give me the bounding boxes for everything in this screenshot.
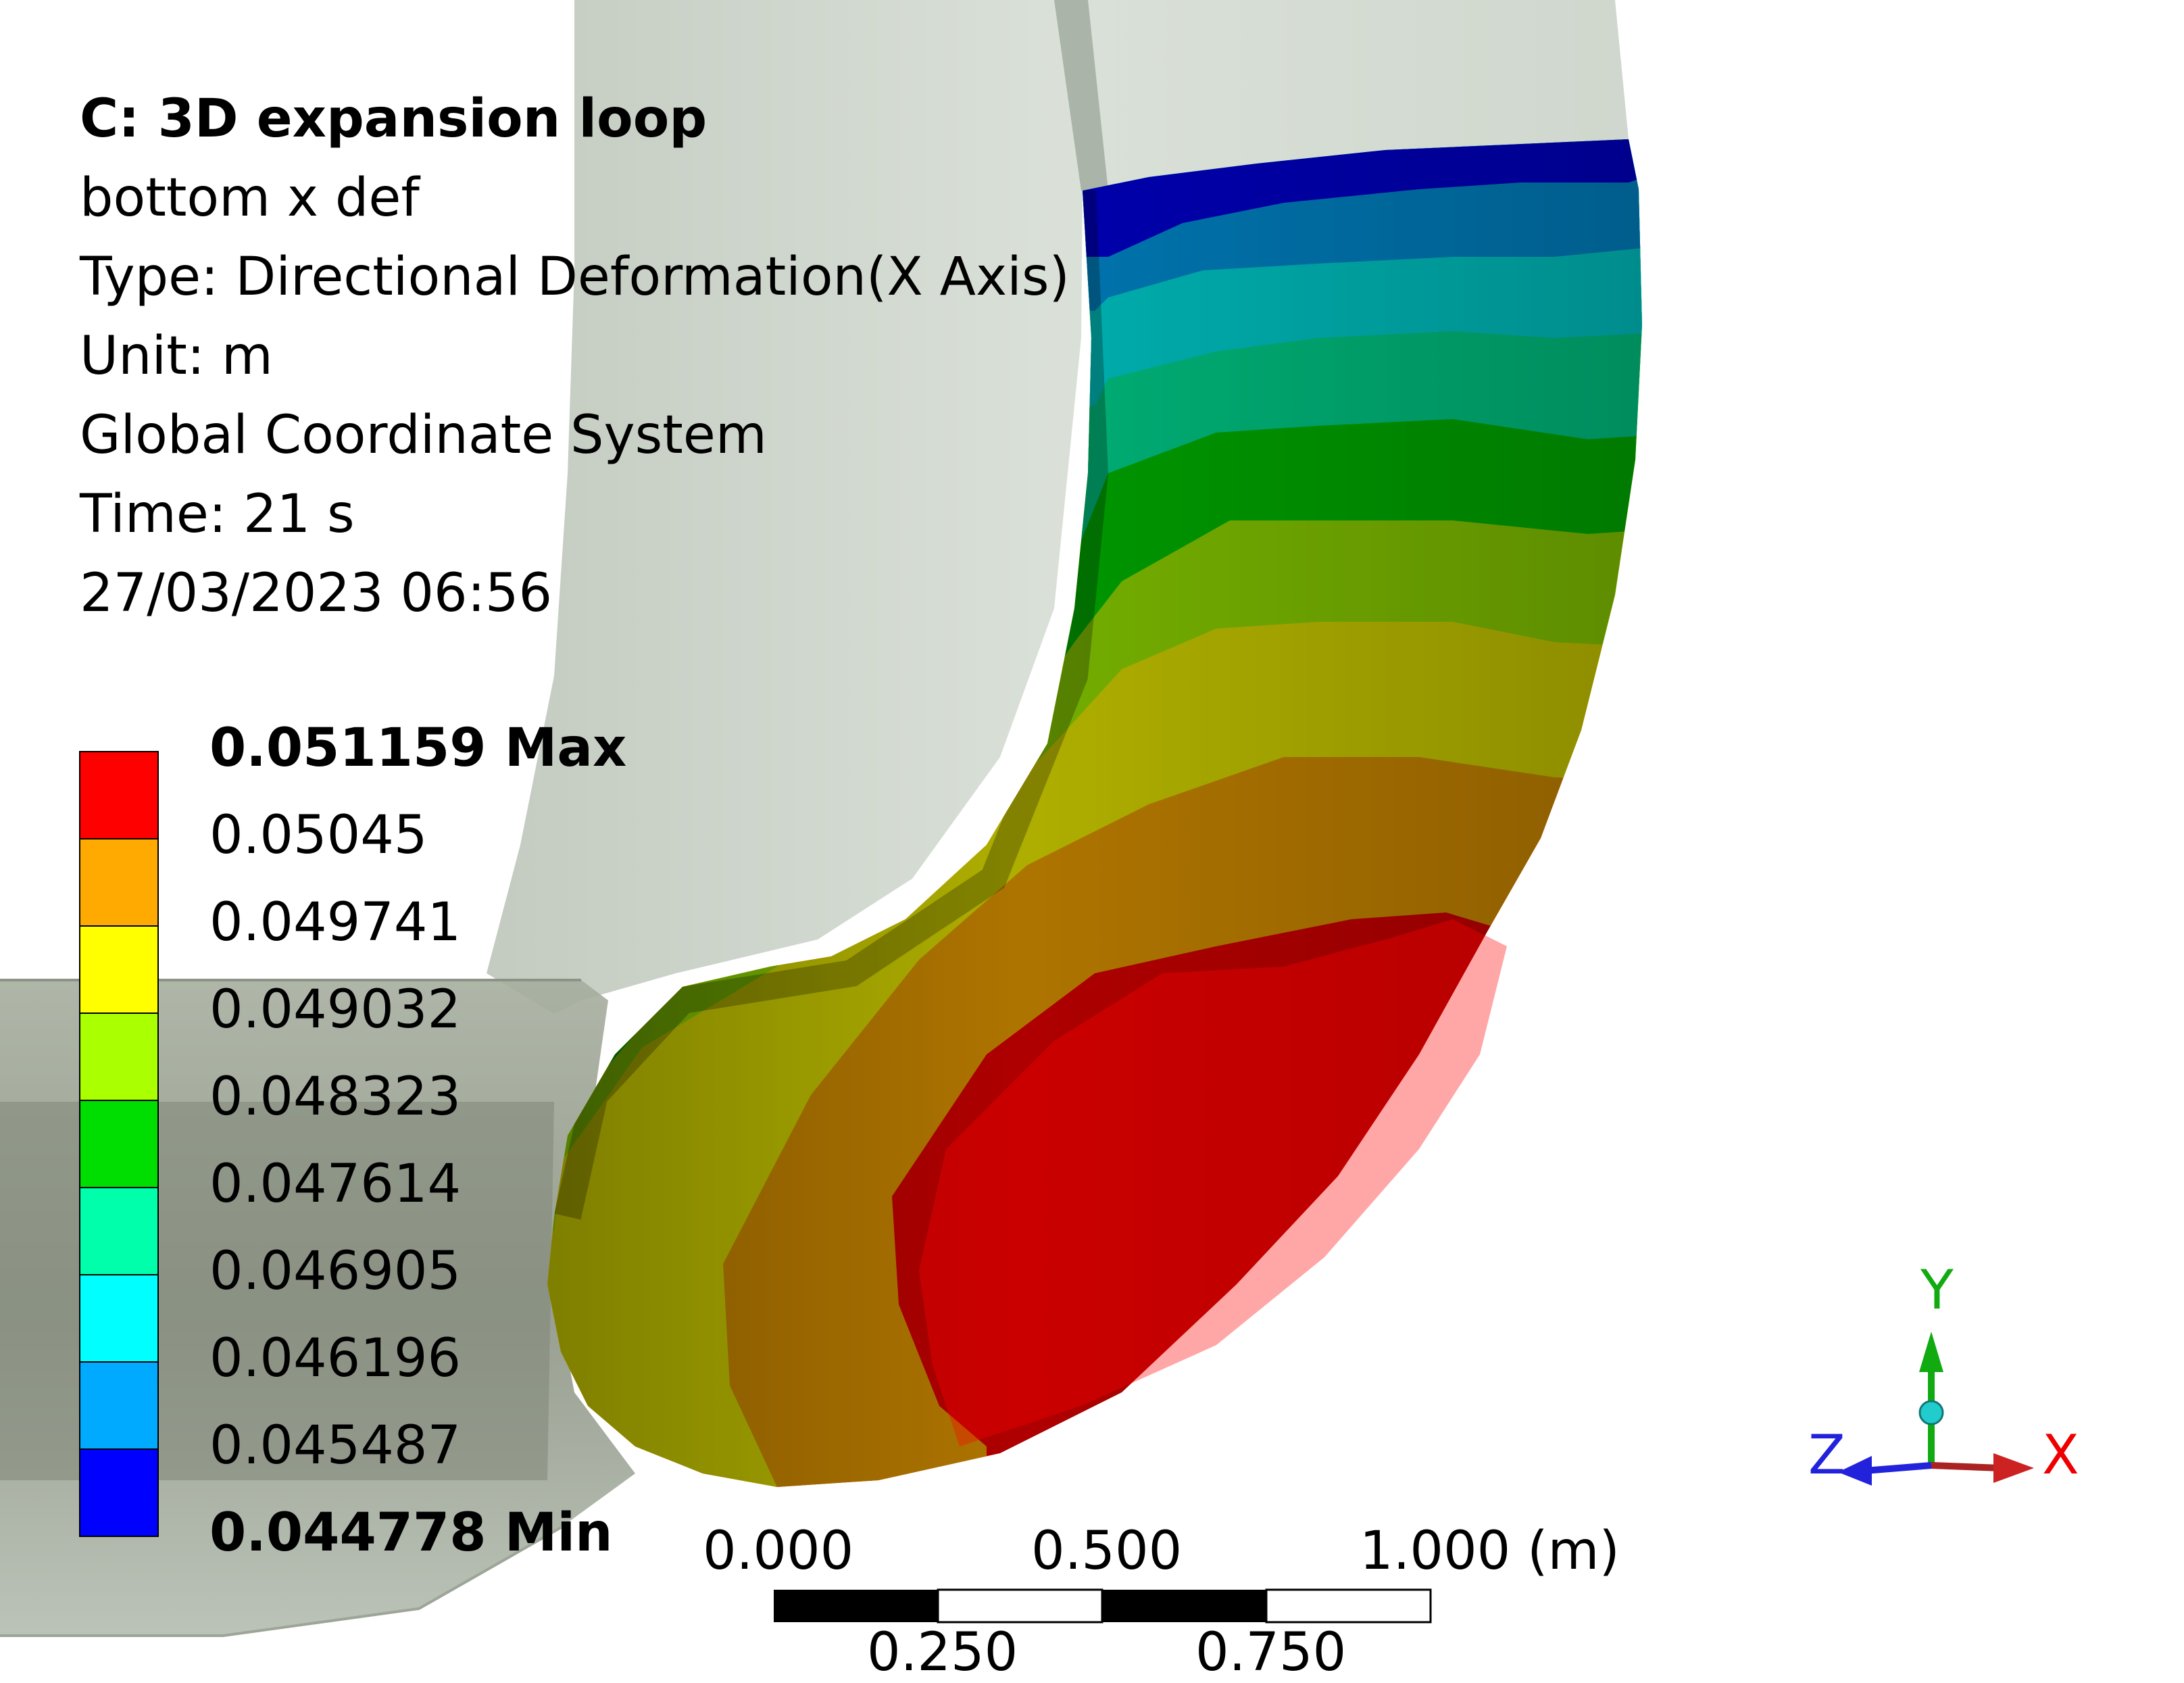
result-unit: Unit: m xyxy=(80,326,273,387)
max-region-highlight xyxy=(919,919,1507,1446)
legend-swatch xyxy=(79,1100,159,1188)
scale-label-750: 0.750 xyxy=(1195,1622,1347,1683)
legend-label: 0.049032 xyxy=(209,979,462,1040)
legend-label: 0.046196 xyxy=(209,1328,462,1389)
legend-label: 0.048323 xyxy=(209,1067,462,1127)
result-timestamp: 27/03/2023 06:56 xyxy=(80,563,553,624)
legend-swatch xyxy=(79,925,159,1014)
scale-bar xyxy=(774,1588,1432,1624)
legend-swatch xyxy=(79,1448,159,1537)
legend-min-label: 0.044778 Min xyxy=(209,1503,613,1563)
legend-swatch xyxy=(79,838,159,927)
result-time: Time: 21 s xyxy=(80,484,355,545)
coordinate-system: Global Coordinate System xyxy=(80,405,767,466)
triad-x-label: X xyxy=(2042,1423,2079,1486)
scale-label-0: 0.000 xyxy=(703,1521,854,1582)
legend-swatch xyxy=(79,1187,159,1275)
legend-swatch xyxy=(79,1013,159,1101)
result-info-block: C: 3D expansion loop bottom x def Type: … xyxy=(80,80,1070,633)
legend-label: 0.046905 xyxy=(209,1241,462,1302)
scale-label-250: 0.250 xyxy=(867,1622,1018,1683)
legend-swatch xyxy=(79,1361,159,1450)
triad-y-label: Y xyxy=(1920,1259,1954,1321)
result-name: bottom x def xyxy=(80,168,420,228)
legend-label: 0.049741 xyxy=(209,892,462,953)
legend-label: 0.045487 xyxy=(209,1415,462,1476)
scale-label-500: 0.500 xyxy=(1031,1521,1183,1582)
legend-label: 0.05045 xyxy=(209,805,428,866)
triad-z-label: Z xyxy=(1808,1423,1845,1486)
scale-label-1000: 1.000 (m) xyxy=(1360,1521,1620,1582)
result-type: Type: Directional Deformation(X Axis) xyxy=(80,247,1070,308)
legend-label: 0.047614 xyxy=(209,1154,462,1215)
elbow-shading xyxy=(547,139,1642,1487)
legend-max-label: 0.051159 Max xyxy=(209,718,627,779)
legend-swatch xyxy=(79,751,159,839)
analysis-title: C: 3D expansion loop xyxy=(80,89,708,149)
legend-swatch xyxy=(79,1274,159,1363)
coordinate-triad xyxy=(1838,1332,2034,1486)
legend-color-bar xyxy=(79,751,159,1537)
